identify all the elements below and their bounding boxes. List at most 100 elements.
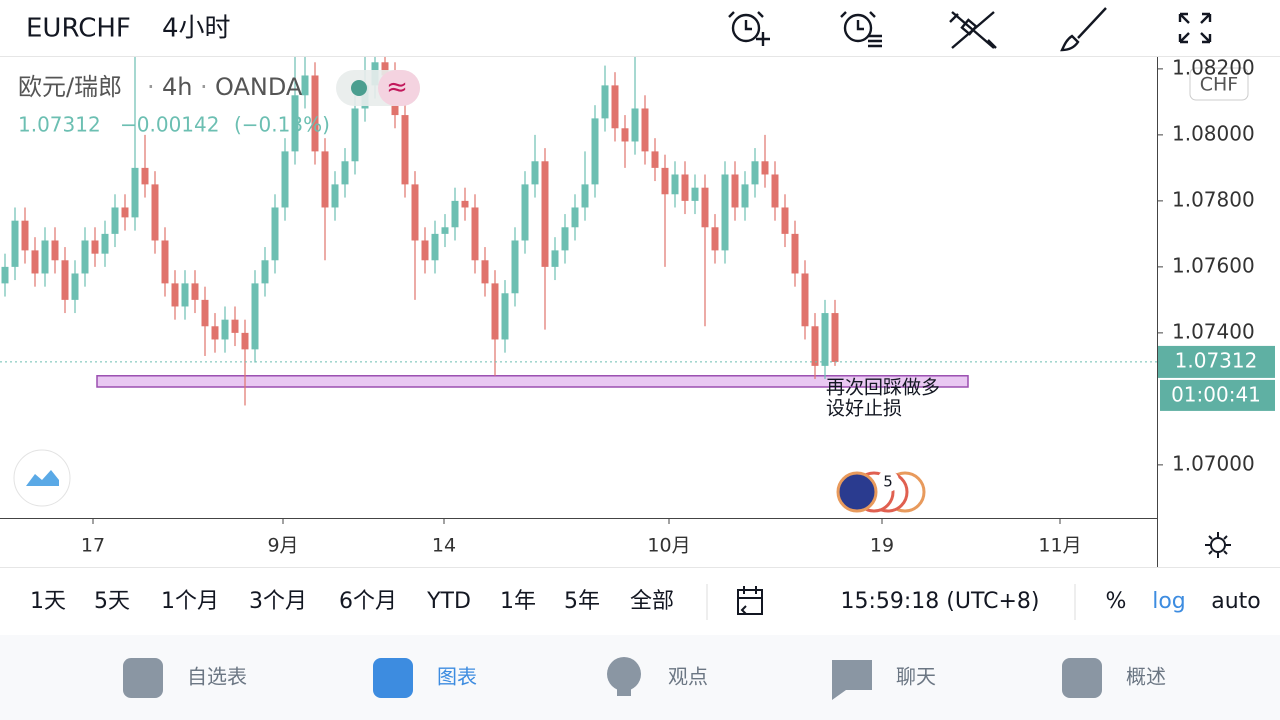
candle-body	[431, 233, 439, 261]
y-tick-label: 1.07000	[1172, 451, 1255, 475]
fullscreen-icon[interactable]	[1178, 12, 1212, 44]
tab-label[interactable]: 观点	[668, 665, 708, 689]
tab-icon	[832, 660, 872, 700]
y-tick-label: 1.07600	[1172, 253, 1255, 277]
range-button[interactable]: 1个月	[161, 589, 219, 614]
range-button[interactable]: 全部	[630, 589, 674, 614]
range-button[interactable]: 6个月	[339, 589, 397, 614]
support-zone[interactable]	[96, 375, 969, 388]
candle-body	[211, 326, 219, 340]
candle-body	[231, 319, 239, 333]
log-toggle[interactable]: log	[1152, 589, 1186, 614]
candle-body	[201, 299, 209, 327]
candle-body	[591, 118, 599, 185]
candle-body	[711, 227, 719, 251]
status-pill-right	[378, 70, 420, 106]
candle-body	[761, 161, 769, 175]
candle-body	[101, 233, 109, 254]
range-button[interactable]: 1年	[500, 589, 536, 614]
candle-body	[131, 167, 139, 218]
candle-body	[601, 85, 609, 119]
tab-icon-base	[617, 688, 631, 696]
tab-icon	[373, 658, 413, 698]
candle-body	[681, 174, 689, 201]
candle-body	[491, 283, 499, 340]
tv-logo-shape	[26, 470, 59, 486]
tab-icon	[1062, 658, 1102, 698]
market-open-dot	[351, 80, 367, 96]
range-button[interactable]: 1天	[30, 589, 66, 614]
candle-body	[61, 260, 69, 300]
candle-body	[501, 293, 509, 340]
candle-body	[531, 161, 539, 185]
x-tick-label: 17	[81, 535, 105, 557]
brush-icon[interactable]	[1060, 7, 1107, 52]
candle-body	[781, 207, 789, 234]
candle-body	[451, 200, 459, 228]
candle-body	[161, 240, 169, 284]
events-badge[interactable]: 5	[836, 470, 926, 513]
interval[interactable]: 4小时	[162, 14, 231, 44]
candle-body	[31, 250, 39, 274]
candle-body	[261, 260, 269, 284]
candle-body	[801, 273, 809, 327]
legend-last: 1.07312	[18, 113, 101, 137]
candle-body	[331, 184, 339, 208]
candle-body	[811, 326, 819, 366]
candle-body	[561, 227, 569, 251]
alert-list-icon[interactable]	[840, 11, 882, 48]
annotation[interactable]: 设好止损	[826, 398, 902, 420]
annotation[interactable]: 再次回踩做多	[826, 377, 940, 399]
legend-interval: 4h	[162, 73, 192, 101]
candle-body	[151, 184, 159, 241]
candle-body	[281, 151, 289, 208]
currency-badge[interactable]	[1189, 67, 1249, 101]
auto-toggle[interactable]: auto	[1211, 589, 1261, 614]
candle-body	[341, 161, 349, 185]
clock[interactable]: 15:59:18 (UTC+8)	[840, 589, 1039, 614]
candle-body	[381, 62, 389, 76]
candle-body	[121, 207, 129, 218]
candle-body	[831, 313, 839, 362]
candle-body	[1, 266, 9, 284]
y-tick-label: 1.07800	[1172, 187, 1255, 211]
symbol[interactable]: EURCHF	[26, 14, 131, 44]
legend-change-pct: (−0.13%)	[234, 113, 330, 137]
alert-add-icon[interactable]	[728, 11, 770, 46]
candle-body	[581, 184, 589, 208]
percent-toggle[interactable]: %	[1106, 589, 1127, 614]
candle-body	[251, 283, 259, 350]
tab-label[interactable]: 概述	[1126, 665, 1166, 689]
candle-body	[271, 207, 279, 261]
candle-body	[401, 115, 409, 185]
plot-area	[0, 57, 1157, 406]
candle-body	[471, 207, 479, 261]
range-button[interactable]: 3个月	[249, 589, 307, 614]
candle-body	[181, 283, 189, 307]
candle-body	[81, 240, 89, 274]
tools-icon[interactable]	[949, 11, 997, 49]
range-button[interactable]: 5年	[564, 589, 600, 614]
candle-body	[511, 240, 519, 294]
range-button[interactable]: 5天	[94, 589, 130, 614]
x-tick-label: 10月	[647, 535, 690, 557]
candle-body	[671, 174, 679, 195]
x-tick-label: 14	[432, 535, 456, 557]
goto-date-icon[interactable]	[737, 586, 763, 615]
tab-label[interactable]: 图表	[437, 665, 477, 689]
candle-body	[821, 313, 829, 366]
last-price: 1.07312	[1175, 348, 1258, 372]
candle-body	[291, 95, 299, 152]
candle-body	[41, 240, 49, 274]
candle-body	[21, 220, 29, 251]
settings-icon[interactable]	[1205, 532, 1231, 558]
tab-label[interactable]: 自选表	[187, 665, 247, 689]
tv-logo[interactable]	[13, 449, 71, 507]
tab-label[interactable]: 聊天	[896, 665, 936, 689]
last-price-badge	[1158, 345, 1275, 378]
candle-body	[701, 187, 709, 228]
tab-icon	[607, 657, 641, 691]
range-button[interactable]: YTD	[426, 589, 471, 614]
legend-exchange: OANDA	[215, 73, 303, 101]
y-tick-label: 1.08200	[1172, 55, 1255, 79]
